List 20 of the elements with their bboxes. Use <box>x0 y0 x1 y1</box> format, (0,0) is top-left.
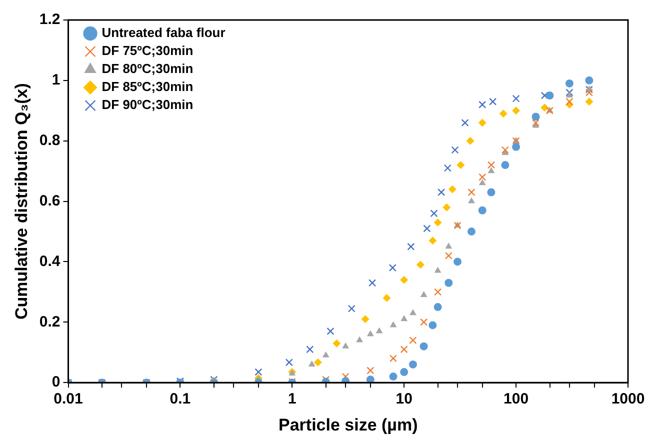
x-axis-title: Particle size (µm) <box>278 415 418 434</box>
legend-label: DF 85ºC;30min <box>102 79 194 94</box>
x-tick-label: 10 <box>396 390 412 408</box>
legend-label: DF 75ºC;30min <box>102 43 194 58</box>
legend-label: DF 80ºC;30min <box>102 61 194 76</box>
x-tick-label: 0.01 <box>54 390 83 408</box>
x-tick-label: 100 <box>504 390 529 408</box>
x-tick-label: 1000 <box>611 390 645 408</box>
y-tick-label: 1 <box>52 72 60 89</box>
x-tick-label: 1 <box>288 390 296 408</box>
legend-label: Untreated faba flour <box>102 25 226 40</box>
legend-label: DF 90ºC;30min <box>102 97 194 112</box>
y-axis-title: Cumulative distribution Q₃(x) <box>12 83 31 320</box>
y-tick-label: 0.4 <box>39 252 61 270</box>
y-tick-label: 0.8 <box>39 132 60 150</box>
y-tick-label: 0.2 <box>39 313 60 330</box>
x-tick-label: 0.1 <box>170 390 191 408</box>
y-tick-label: 0.6 <box>39 192 60 210</box>
y-tick-label: 0 <box>52 374 60 391</box>
y-tick-label: 1.2 <box>39 11 60 28</box>
